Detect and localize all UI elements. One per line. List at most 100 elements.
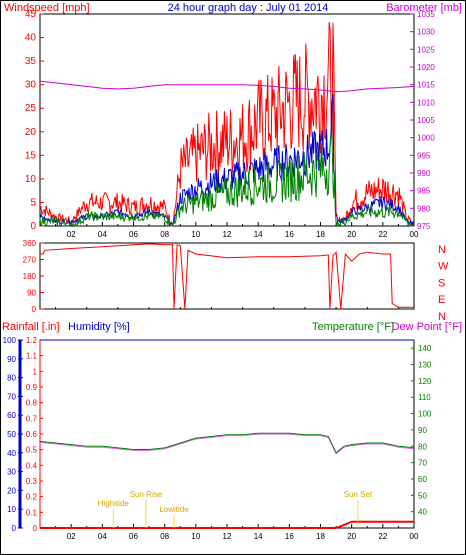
rain-y-label: 0.4 xyxy=(26,461,38,470)
graph-title: 24 hour graph day : July 01 2014 xyxy=(168,2,329,14)
temp-y-label: 70 xyxy=(418,459,427,468)
wind-y-label: 0 xyxy=(30,221,36,232)
x-tick-label: 18 xyxy=(316,532,325,541)
barometer-label: Barometer [mb] xyxy=(386,2,462,14)
x-tick-label: 10 xyxy=(191,230,200,239)
rain-y-label: 1.2 xyxy=(26,336,38,345)
windspeed-label: Windspeed [mph] xyxy=(4,2,90,14)
x-tick-label: 00 xyxy=(410,230,419,239)
dir-y-label: 180 xyxy=(23,272,37,281)
wind-y-label: 20 xyxy=(25,127,37,138)
x-tick-label: 10 xyxy=(191,532,200,541)
baro-y-label: 1035 xyxy=(417,10,435,19)
wind-y-label: 45 xyxy=(25,9,37,20)
baro-y-label: 975 xyxy=(417,222,431,231)
compass-label: E xyxy=(438,294,445,306)
wind-y-label: 15 xyxy=(25,150,37,161)
baro-y-label: 1005 xyxy=(417,116,435,125)
rain-y-label: 0.9 xyxy=(26,383,38,392)
baro-y-label: 985 xyxy=(417,187,431,196)
wind-y-label: 40 xyxy=(25,33,37,44)
temperature-label: Temperature [°F] xyxy=(312,321,394,333)
baro-y-label: 1025 xyxy=(417,45,435,54)
humidity-y-label: 30 xyxy=(7,468,16,477)
humidity-y-label: 60 xyxy=(7,411,16,420)
compass-label: N xyxy=(438,311,446,323)
rain-y-label: 1 xyxy=(33,367,38,376)
compass-label: N xyxy=(438,244,446,256)
rain-y-label: 0.2 xyxy=(26,493,38,502)
temp-y-label: 80 xyxy=(418,442,427,451)
x-tick-label: 04 xyxy=(98,532,107,541)
x-tick-label: 02 xyxy=(67,532,76,541)
rainfall-label: Rainfall [.in] xyxy=(2,321,59,333)
temp-y-label: 140 xyxy=(418,344,432,353)
dir-y-label: 270 xyxy=(23,256,37,265)
x-tick-label: 14 xyxy=(254,532,263,541)
dewpoint-label: Dew Point [°F] xyxy=(392,321,462,333)
temp-y-label: 100 xyxy=(418,410,432,419)
humidity-y-label: 100 xyxy=(3,336,17,345)
baro-y-label: 1015 xyxy=(417,81,435,90)
temp-y-label: 90 xyxy=(418,426,427,435)
direction-panel xyxy=(39,242,415,310)
humidity-y-label: 50 xyxy=(7,430,16,439)
baro-y-label: 1000 xyxy=(417,134,435,143)
humidity-y-label: 70 xyxy=(7,392,16,401)
humidity-label: Humidity [%] xyxy=(68,321,130,333)
rain-y-label: 0.8 xyxy=(26,399,38,408)
humidity-y-label: 20 xyxy=(7,486,16,495)
temp-y-label: 50 xyxy=(418,491,427,500)
compass-label: W xyxy=(438,261,449,273)
x-tick-label: 18 xyxy=(316,230,325,239)
baro-y-label: 995 xyxy=(417,151,431,160)
temp-y-label: 110 xyxy=(418,393,431,402)
baro-y-label: 1020 xyxy=(417,63,435,72)
rain-y-label: 0.5 xyxy=(26,446,38,455)
x-tick-label: 12 xyxy=(223,532,232,541)
rain-y-label: 0 xyxy=(33,524,38,533)
rain-y-label: 0.3 xyxy=(26,477,38,486)
lower-series-green xyxy=(39,432,415,454)
temp-y-label: 130 xyxy=(418,361,432,370)
x-tick-label: 06 xyxy=(129,230,138,239)
x-tick-label: 12 xyxy=(223,230,232,239)
x-tick-label: 04 xyxy=(98,230,107,239)
annotation-label: Lowitide xyxy=(159,505,189,514)
rain-y-label: 0.6 xyxy=(26,430,38,439)
temp-y-label: 60 xyxy=(418,475,427,484)
baro-y-label: 1010 xyxy=(417,98,435,107)
annotation-label: Sun Set xyxy=(344,490,373,499)
rain-y-label: 0.7 xyxy=(26,414,38,423)
wind-y-label: 30 xyxy=(25,80,37,91)
x-tick-label: 00 xyxy=(410,532,419,541)
rain-y-label: 1.1 xyxy=(26,352,38,361)
wind-y-label: 25 xyxy=(25,103,37,114)
humidity-y-label: 0 xyxy=(12,524,17,533)
baro-y-label: 990 xyxy=(417,169,431,178)
dir-y-label: 0 xyxy=(32,305,37,314)
direction-series xyxy=(40,243,414,310)
wind-series-gust_blue xyxy=(39,93,415,227)
x-tick-label: 22 xyxy=(378,532,387,541)
wind-series-green xyxy=(39,133,414,228)
humidity-y-label: 40 xyxy=(7,449,16,458)
x-tick-label: 14 xyxy=(254,230,263,239)
rain-y-label: 0.1 xyxy=(26,508,38,517)
x-tick-label: 08 xyxy=(160,230,169,239)
temp-y-label: 40 xyxy=(418,508,427,517)
humidity-y-label: 90 xyxy=(7,355,16,364)
baro-y-label: 1030 xyxy=(417,28,435,37)
compass-label: S xyxy=(438,277,445,289)
x-tick-label: 08 xyxy=(160,532,169,541)
x-tick-label: 16 xyxy=(285,230,294,239)
annotation-label: Highitide xyxy=(98,499,130,508)
lower-series-wind xyxy=(40,520,414,529)
x-tick-label: 16 xyxy=(285,532,294,541)
x-tick-label: 20 xyxy=(347,532,356,541)
wind-y-label: 5 xyxy=(30,197,36,208)
wind-y-label: 10 xyxy=(25,174,37,185)
dir-y-label: 360 xyxy=(23,239,37,248)
x-tick-label: 02 xyxy=(67,230,76,239)
